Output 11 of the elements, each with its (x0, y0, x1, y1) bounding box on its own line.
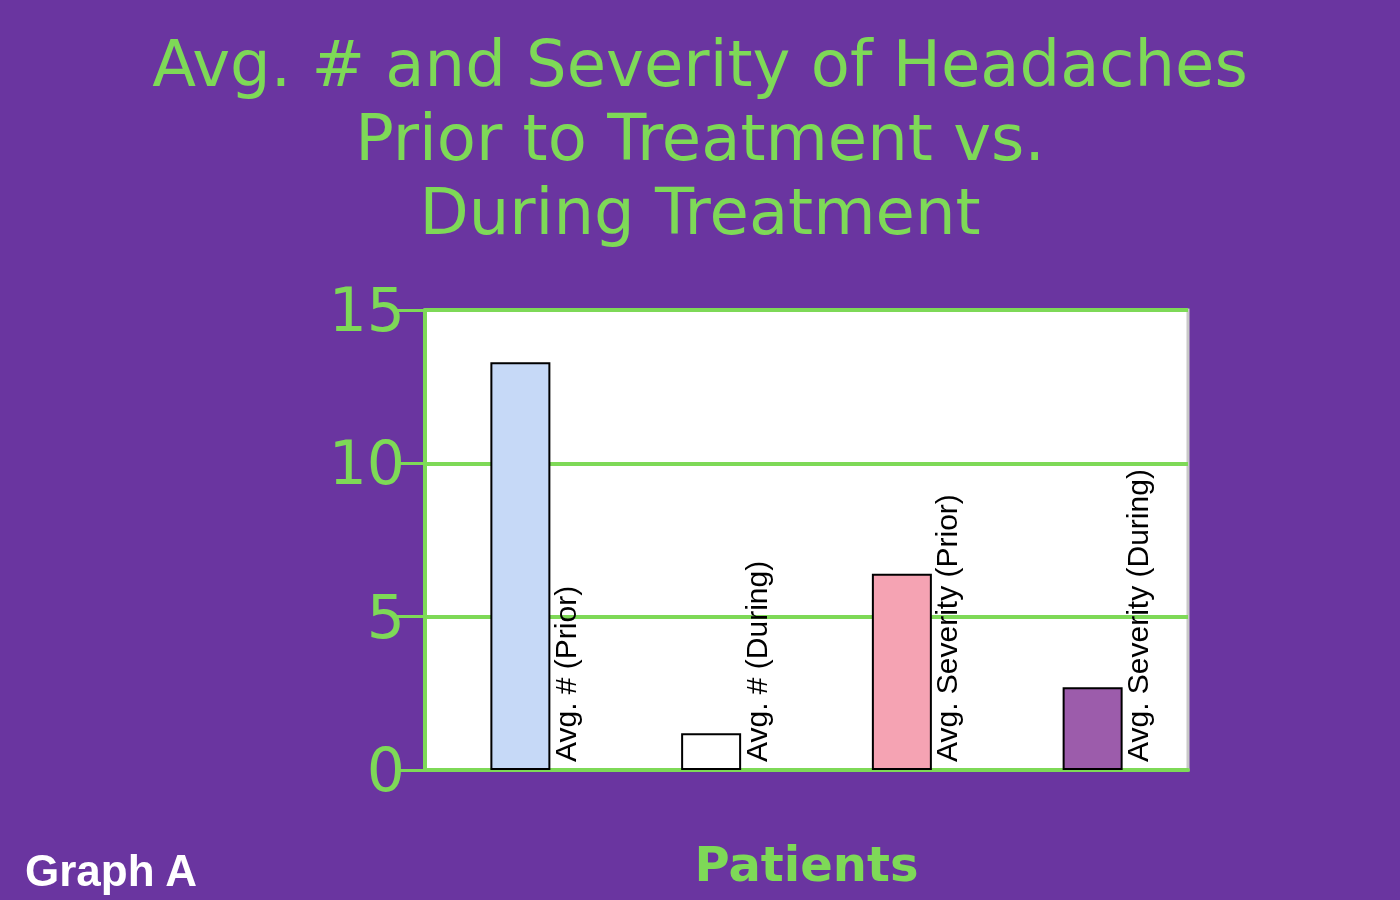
x-tick-label: Avg. # (During) (739, 560, 773, 762)
x-tick-label: Avg. Severity (Prior) (930, 494, 964, 762)
y-tick-label: 15 (328, 275, 405, 345)
x-tick-label: Avg. # (Prior) (548, 585, 582, 762)
y-tick-label: 0 (366, 735, 405, 805)
x-axis-title: Patients (694, 836, 919, 892)
x-tick-label: Avg. Severity (During) (1121, 469, 1155, 762)
y-tick-label: 10 (328, 428, 405, 499)
chart-title: Avg. # and Severity of Headaches Prior to Treatment vs. During Treatment (152, 27, 1248, 249)
text: Graph A (25, 845, 197, 895)
y-tick-label: 5 (366, 581, 405, 652)
